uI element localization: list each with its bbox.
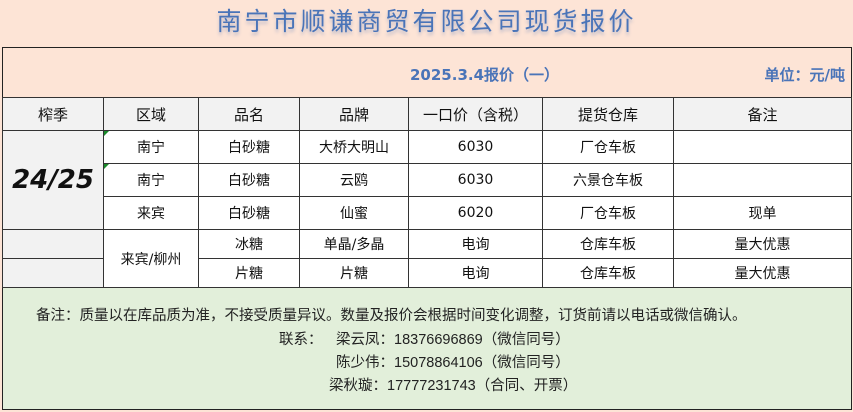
season-cell-empty [2,258,104,288]
table-row: 来宾/柳州 冰糖 单晶/多晶 电询 仓库车板 量大优惠 [2,229,852,288]
brand-cell: 仙蜜 [299,196,409,230]
col-price: 一口价（含税） [408,97,543,131]
product-cell: 白砂糖 [198,130,300,164]
note-cell [673,130,852,164]
table-row: 片糖 片糖 电询 仓库车板 量大优惠 [2,258,852,288]
table-row: 来宾 白砂糖 仙蜜 6020 厂仓车板 现单 [3,196,852,230]
subheader-band [2,47,852,97]
region-cell: 来宾/柳州 [103,229,199,288]
warehouse-cell: 仓库车板 [542,258,674,288]
product-cell: 冰糖 [198,229,300,259]
season-cell: 24/25 [2,130,104,230]
region-cell: 来宾 [103,196,199,230]
warehouse-cell: 厂仓车板 [542,130,674,164]
contact-2: 陈少伟：15078864106（微信同号） [336,355,570,371]
note-cell [673,163,852,197]
note-cell: 现单 [673,196,852,230]
header-row: 榨季 区域 品名 品牌 一口价（含税） 提货仓库 备注 [2,97,852,131]
price-cell: 6030 [408,163,543,197]
warehouse-cell: 厂仓车板 [542,196,674,230]
note-cell: 量大优惠 [673,229,852,259]
col-product: 品名 [198,97,300,131]
table-row: 南宁 白砂糖 云鸥 6030 六景仓车板 [3,163,852,197]
price-cell: 电询 [408,258,543,288]
quote-date: 2025.3.4报价（一） [410,66,560,84]
brand-cell: 片糖 [299,258,409,288]
note-cell: 量大优惠 [673,258,852,288]
contact-label: 联系： [279,332,323,348]
price-table: 榨季 区域 品名 品牌 一口价（含税） 提货仓库 备注 24/25 南宁 白砂糖… [2,97,852,288]
warehouse-cell: 六景仓车板 [542,163,674,197]
price-cell: 6020 [408,196,543,230]
brand-cell: 云鸥 [299,163,409,197]
brand-cell: 单晶/多晶 [299,229,409,259]
unit-label: 单位：元/吨 [764,66,845,84]
col-season: 榨季 [2,97,104,131]
page-title: 南宁市顺谦商贸有限公司现货报价 [216,7,637,36]
notes-panel: 备注：质量以在库品质为准，不接受质量异议。数量及报价会根据时间变化调整，订货前请… [2,288,852,410]
col-brand: 品牌 [299,97,409,131]
product-cell: 白砂糖 [198,163,300,197]
price-cell: 6030 [408,130,543,164]
col-warehouse: 提货仓库 [542,97,674,131]
brand-cell: 大桥大明山 [299,130,409,164]
price-cell: 电询 [408,229,543,259]
remark-text: 备注：质量以在库品质为准，不接受质量异议。数量及报价会根据时间变化调整，订货前请… [36,308,747,324]
col-note: 备注 [673,97,852,131]
region-cell: 南宁 [103,130,199,164]
product-cell: 白砂糖 [198,196,300,230]
col-region: 区域 [103,97,199,131]
product-cell: 片糖 [198,258,300,288]
contact-3: 梁秋璇：17777231743（合同、开票） [329,378,578,394]
warehouse-cell: 仓库车板 [542,229,674,259]
region-cell: 南宁 [103,163,199,197]
season-cell-empty [2,229,104,259]
contact-1: 梁云凤：18376696869（微信同号） [336,332,570,348]
table-row: 24/25 南宁 白砂糖 大桥大明山 6030 厂仓车板 [2,130,852,230]
